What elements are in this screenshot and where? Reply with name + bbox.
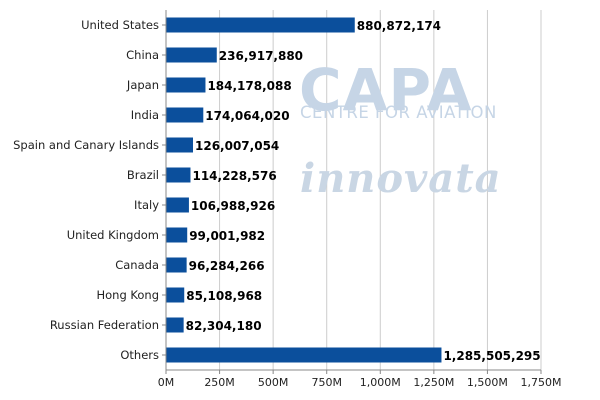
value-label: 236,917,880	[219, 49, 303, 63]
x-tick-label: 1,750M	[521, 376, 562, 389]
bar	[166, 347, 442, 363]
value-label: 126,007,054	[195, 139, 279, 153]
category-label: United States	[81, 18, 159, 32]
bars	[166, 17, 442, 363]
value-label: 184,178,088	[207, 79, 291, 93]
x-tick-label: 1,250M	[413, 376, 454, 389]
capa-logo: CAPA	[299, 56, 473, 124]
watermark-logos: CAPA CENTRE FOR AVIATION innovata	[299, 56, 502, 202]
bar	[166, 167, 191, 183]
bar	[166, 317, 184, 333]
category-label: Russian Federation	[50, 318, 159, 332]
bar	[166, 17, 355, 33]
category-label: Spain and Canary Islands	[13, 138, 159, 152]
bar	[166, 77, 206, 93]
value-label: 82,304,180	[186, 319, 262, 333]
value-label: 1,285,505,295	[443, 349, 540, 363]
innovata-logo: innovata	[300, 155, 502, 202]
capa-tagline: CENTRE FOR AVIATION	[300, 103, 497, 122]
category-label: India	[131, 108, 159, 122]
category-label: China	[126, 48, 159, 62]
x-tick-label: 500M	[258, 376, 289, 389]
category-label: Hong Kong	[96, 288, 159, 302]
bar	[166, 137, 194, 153]
axes: 0M 250M 500M 750M 1,000M 1,250M 1,500M 1,750M	[158, 10, 562, 389]
x-tick-label: 1,500M	[467, 376, 508, 389]
value-label: 114,228,576	[192, 169, 276, 183]
bar	[166, 107, 204, 123]
value-label: 174,064,020	[205, 109, 289, 123]
category-label: United Kingdom	[67, 228, 159, 242]
bar	[166, 257, 187, 273]
bar	[166, 227, 188, 243]
category-label: Others	[120, 348, 159, 362]
value-label: 99,001,982	[189, 229, 265, 243]
category-label: Canada	[115, 258, 159, 272]
grid-lines	[219, 10, 542, 370]
labels: United States 880,872,174 China 236,917,880…	[13, 18, 541, 363]
category-label: Italy	[134, 198, 159, 212]
bar	[166, 287, 185, 303]
category-label: Japan	[126, 78, 159, 92]
x-tick-label: 750M	[311, 376, 342, 389]
x-tick-label: 250M	[204, 376, 235, 389]
bar	[166, 197, 189, 213]
value-label: 106,988,926	[191, 199, 275, 213]
category-label: Brazil	[127, 168, 159, 182]
value-label: 96,284,266	[189, 259, 265, 273]
value-label: 85,108,968	[186, 289, 262, 303]
x-tick-label: 0M	[158, 376, 175, 389]
value-label: 880,872,174	[357, 19, 441, 33]
x-tick-label: 1,000M	[360, 376, 401, 389]
bar	[166, 47, 217, 63]
